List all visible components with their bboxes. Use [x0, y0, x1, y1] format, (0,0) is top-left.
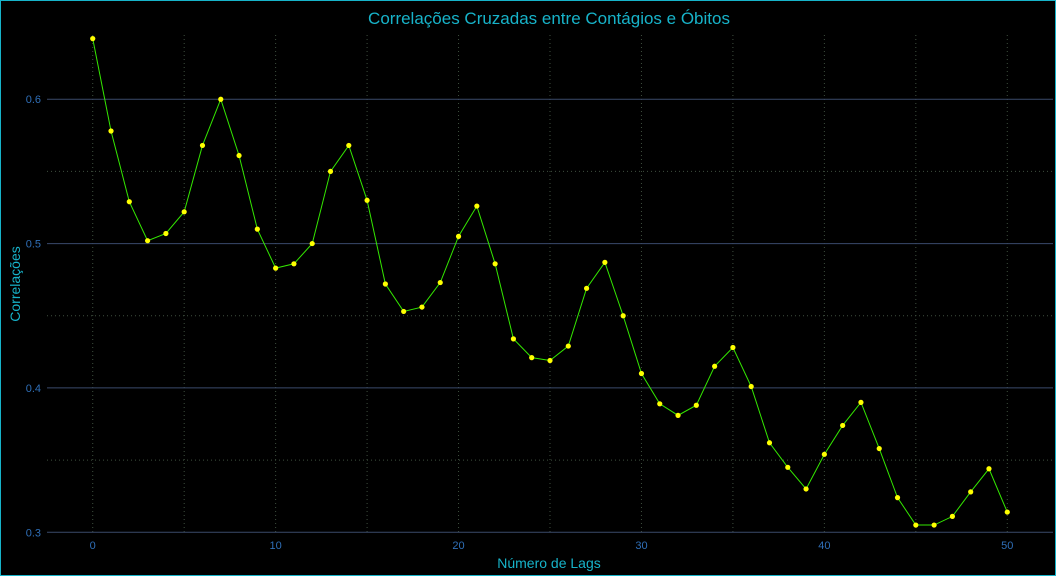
data-point [748, 383, 754, 390]
data-point [273, 265, 279, 271]
data-point [675, 412, 681, 418]
data-point [693, 402, 699, 408]
data-point [364, 197, 370, 203]
data-point [583, 285, 590, 291]
data-point [638, 370, 645, 377]
data-point [840, 422, 846, 429]
data-point [565, 343, 571, 349]
data-point [876, 445, 882, 452]
x-tick-label: 20 [452, 540, 464, 552]
data-point [803, 486, 809, 492]
data-point [529, 355, 535, 361]
grid [47, 35, 1053, 533]
data-point [382, 281, 388, 287]
data-point [455, 233, 462, 239]
data-point [968, 489, 974, 495]
data-point [346, 142, 352, 149]
data-point [437, 279, 443, 286]
data-point [199, 142, 206, 149]
data-point [145, 238, 151, 244]
data-point [821, 451, 827, 457]
data-point [419, 304, 425, 310]
x-tick-label: 10 [270, 540, 282, 552]
data-point [126, 199, 132, 205]
data-point [785, 464, 791, 470]
data-point [712, 363, 718, 369]
x-tick-label: 0 [90, 540, 96, 552]
data-point [291, 261, 297, 267]
data-point [327, 168, 334, 175]
x-axis-ticks: 0 10 20 30 40 50 [90, 540, 1014, 552]
x-axis-label: Número de Lags [497, 555, 601, 571]
y-axis-label: Correlações [7, 246, 23, 321]
data-point [163, 230, 169, 237]
data-point [181, 209, 187, 215]
data-point [90, 36, 96, 42]
series-points-group [90, 36, 1010, 528]
x-tick-label: 30 [635, 540, 647, 552]
data-point [401, 308, 407, 315]
y-axis-ticks: 0.3 0.4 0.5 0.6 [26, 94, 41, 539]
data-point [620, 313, 626, 319]
y-tick-label: 0.3 [26, 527, 41, 539]
data-point [510, 336, 517, 342]
data-point [108, 128, 114, 134]
data-point [218, 96, 224, 102]
data-point [913, 522, 919, 528]
data-point [949, 513, 956, 519]
data-point [309, 240, 315, 247]
data-point [858, 399, 864, 405]
data-point [730, 344, 736, 351]
data-point [547, 357, 553, 364]
y-tick-label: 0.4 [26, 383, 41, 395]
chart-title: Correlações Cruzadas entre Contágios e Ó… [368, 9, 730, 28]
y-tick-label: 0.6 [26, 94, 41, 106]
data-point [986, 466, 992, 472]
data-point [931, 522, 937, 528]
data-point [474, 203, 480, 209]
data-point [492, 261, 498, 267]
y-tick-label: 0.5 [26, 239, 41, 251]
data-point [766, 440, 773, 446]
data-point [254, 226, 260, 232]
data-point [657, 401, 663, 407]
data-point [602, 259, 608, 265]
x-tick-label: 50 [1001, 540, 1013, 552]
data-point [1004, 509, 1010, 515]
x-tick-label: 40 [818, 540, 830, 552]
data-point [894, 495, 901, 501]
data-point [236, 152, 242, 159]
